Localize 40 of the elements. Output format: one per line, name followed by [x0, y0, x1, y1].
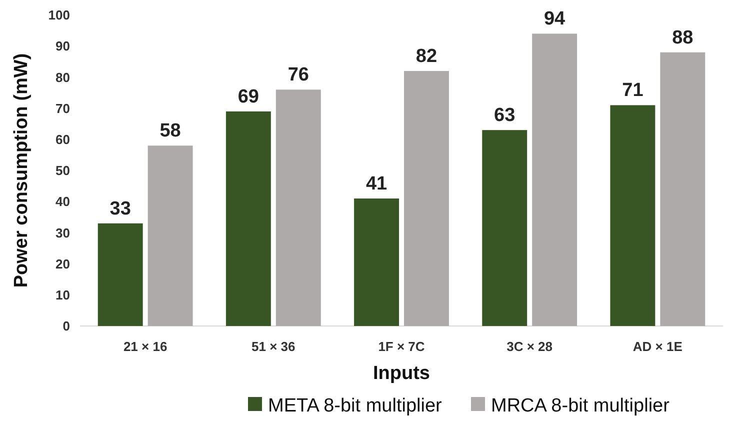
bar	[354, 198, 399, 326]
data-label: 33	[110, 198, 131, 220]
legend-label: MRCA 8-bit multiplier	[491, 396, 670, 417]
x-tick-label: 51 × 36	[252, 339, 296, 354]
data-label: 76	[288, 64, 309, 86]
legend-label: META 8-bit multiplier	[268, 396, 443, 417]
bar	[98, 223, 143, 326]
data-label: 58	[160, 120, 181, 142]
bar	[276, 90, 321, 326]
y-tick-label: 80	[56, 70, 70, 85]
bar	[532, 34, 578, 326]
x-tick-label: 3C × 28	[506, 339, 553, 354]
x-axis-title: Inputs	[373, 363, 430, 384]
data-label: 82	[416, 46, 438, 67]
y-tick-label: 0	[62, 318, 70, 334]
data-label: 41	[366, 173, 388, 194]
x-tick-label: AD × 1E	[632, 339, 683, 354]
y-tick-label: 20	[56, 256, 70, 272]
bar	[482, 130, 528, 326]
bar	[226, 111, 271, 326]
x-tick-label: 1F × 7C	[378, 339, 426, 354]
data-label: 69	[238, 86, 260, 108]
bar	[610, 105, 656, 326]
data-label: 88	[672, 27, 694, 48]
data-label: 71	[622, 80, 644, 102]
x-tick-label: 21 × 16	[123, 339, 168, 354]
y-tick-label: 60	[56, 132, 70, 147]
bar	[404, 70, 449, 326]
y-tick-label: 40	[56, 194, 70, 210]
y-tick-label: 70	[56, 100, 70, 116]
y-tick-label: 90	[56, 38, 70, 54]
y-tick-label: 10	[56, 287, 70, 302]
y-axis-title: Power consumption (mW)	[11, 53, 32, 288]
data-label: 94	[544, 8, 566, 30]
data-label: 63	[494, 105, 516, 126]
bar	[148, 146, 193, 326]
y-tick-label: 50	[56, 163, 70, 178]
y-tick-label: 100	[48, 8, 70, 23]
bar	[660, 52, 706, 326]
y-tick-label: 30	[56, 225, 70, 240]
